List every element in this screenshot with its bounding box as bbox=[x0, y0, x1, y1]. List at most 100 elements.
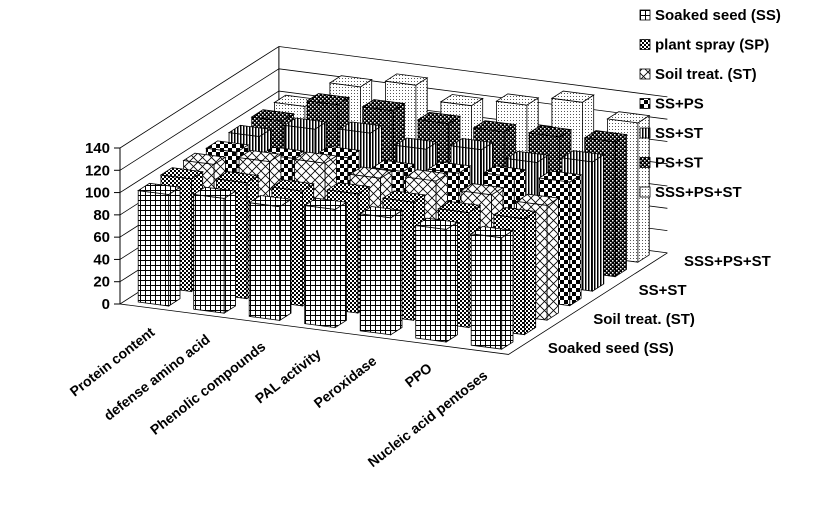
bar-top-face bbox=[528, 125, 573, 138]
bar-top-face bbox=[283, 117, 328, 130]
bar-top-face bbox=[326, 182, 371, 195]
bar-top-face bbox=[515, 193, 560, 206]
bar-top-face bbox=[270, 179, 315, 192]
y-tick-label: 20 bbox=[93, 274, 110, 291]
bar-front-face bbox=[248, 202, 281, 321]
bar-top-face bbox=[550, 90, 595, 103]
legend-label: SS+PS bbox=[655, 96, 704, 113]
bar-front-face bbox=[415, 225, 447, 343]
bar-soaked-seed-ss-phenolic-compounds bbox=[248, 195, 293, 322]
depth-axis-label: Soaked seed (SS) bbox=[548, 340, 674, 357]
legend-label: PS+ST bbox=[655, 155, 703, 172]
bar-top-face bbox=[227, 124, 272, 137]
bar-top-face bbox=[583, 130, 628, 143]
bar-top-face bbox=[470, 226, 515, 239]
bar-top-face bbox=[560, 150, 605, 163]
legend-swatch bbox=[639, 98, 651, 109]
bar-top-face bbox=[371, 159, 416, 172]
bar-top-face bbox=[293, 151, 338, 164]
bar-top-face bbox=[306, 93, 351, 106]
x-tick-label: Peroxidase bbox=[311, 352, 380, 411]
bar-front-face bbox=[193, 193, 225, 314]
legend-swatch bbox=[639, 157, 651, 168]
bar-front-face bbox=[359, 213, 392, 336]
bar-side-face bbox=[279, 198, 292, 322]
bar-top-face bbox=[495, 93, 540, 106]
bar-top-face bbox=[159, 167, 204, 180]
bar-side-face bbox=[524, 210, 537, 336]
bar-side-face bbox=[546, 197, 559, 321]
bar-soaked-seed-ss-nucleic-acid-pentoses bbox=[470, 226, 515, 350]
bar-side-face bbox=[223, 190, 236, 314]
legend-item-ss-ps: SS+PS bbox=[639, 96, 704, 113]
y-tick-label: 40 bbox=[93, 251, 110, 268]
bar-top-face bbox=[538, 170, 583, 183]
legend: Soaked seed (SS) plant spray (SP) Soil tre… bbox=[639, 7, 781, 201]
bar-group bbox=[137, 73, 651, 350]
bar-soaked-seed-ss-protein-content bbox=[137, 182, 182, 307]
bar-front-face bbox=[304, 205, 336, 329]
bar-top-face bbox=[192, 186, 237, 199]
bar-top-face bbox=[328, 75, 373, 88]
y-tick-label: 0 bbox=[102, 296, 110, 313]
bar-side-face bbox=[168, 186, 181, 307]
bar-soaked-seed-ss-defense-amino-acid bbox=[192, 186, 237, 314]
legend-label: plant spray (SP) bbox=[655, 37, 769, 54]
bar-soaked-seed-ss-ppo bbox=[414, 217, 459, 343]
x-tick-label: PPO bbox=[402, 360, 435, 391]
legend-label: SSS+PS+ST bbox=[655, 184, 742, 201]
bar-top-face bbox=[472, 120, 517, 133]
bar-front-face bbox=[470, 233, 503, 350]
legend-swatch bbox=[639, 127, 651, 139]
bar-top-face bbox=[361, 99, 406, 112]
bar-top-face bbox=[182, 152, 227, 165]
bar-top-face bbox=[437, 201, 482, 214]
bar-top-face bbox=[449, 138, 494, 151]
y-tick-label: 80 bbox=[93, 207, 110, 224]
bar-top-face bbox=[414, 217, 459, 230]
legend-swatch bbox=[639, 186, 651, 198]
legend-swatch bbox=[639, 39, 651, 50]
bar-top-face bbox=[505, 150, 550, 163]
bar-top-face bbox=[215, 171, 260, 184]
legend-swatch bbox=[639, 9, 651, 21]
bar-top-face bbox=[237, 149, 283, 163]
bar-soaked-seed-ss-peroxidase bbox=[359, 206, 404, 336]
gridline bbox=[119, 46, 668, 149]
x-tick-label: Phenolic compounds bbox=[147, 338, 269, 438]
depth-axis-label: Soil treat. (ST) bbox=[593, 311, 695, 328]
bar-top-face bbox=[359, 206, 404, 219]
bar-top-face bbox=[404, 169, 449, 182]
bar-side-face bbox=[445, 221, 458, 343]
legend-item-ps-st: PS+ST bbox=[639, 155, 703, 172]
legend-swatch bbox=[639, 68, 651, 80]
legend-item-sss-ps-st: SSS+PS+ST bbox=[639, 184, 742, 201]
bar-soaked-seed-ss-pal-activity bbox=[303, 197, 348, 329]
legend-item-soaked-seed-ss: Soaked seed (SS) bbox=[639, 7, 781, 24]
bar-side-face bbox=[614, 133, 627, 278]
legend-item-soil-treat-st: Soil treat. (ST) bbox=[639, 66, 757, 83]
bar-top-face bbox=[248, 195, 293, 208]
floor-edge bbox=[119, 252, 668, 355]
legend-label: Soaked seed (SS) bbox=[655, 7, 781, 24]
bar-side-face bbox=[569, 173, 582, 307]
bar-top-face bbox=[303, 197, 348, 210]
bar-top-face bbox=[417, 111, 462, 125]
y-tick-label: 100 bbox=[85, 185, 110, 202]
bar-top-face bbox=[381, 190, 426, 203]
bar-top-face bbox=[250, 109, 295, 122]
bar-top-face bbox=[137, 182, 182, 195]
bar-side-face bbox=[592, 153, 605, 292]
bar-top-face bbox=[205, 140, 250, 153]
bar-top-face bbox=[606, 111, 651, 124]
x-tick-label: defense amino acid bbox=[101, 331, 213, 424]
depth-axis-label: SS+ST bbox=[639, 282, 687, 299]
bar-top-face bbox=[439, 94, 484, 107]
bar-front-face bbox=[137, 190, 170, 307]
bar-side-face bbox=[334, 201, 347, 329]
bar-top-face bbox=[338, 121, 383, 134]
legend-label: SS+ST bbox=[655, 125, 703, 142]
legend-label: Soil treat. (ST) bbox=[655, 66, 757, 83]
y-tick-label: 140 bbox=[85, 140, 110, 157]
